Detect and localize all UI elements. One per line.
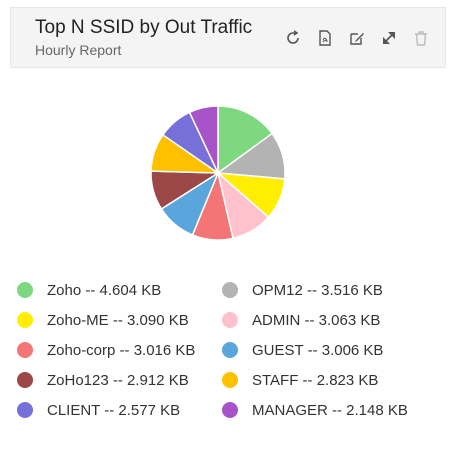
widget-title: Top N SSID by Out Traffic xyxy=(35,17,253,38)
legend-item[interactable]: Zoho-corp -- 3.016 KB xyxy=(17,340,195,360)
legend-item[interactable]: STAFF -- 2.823 KB xyxy=(222,370,378,390)
refresh-icon xyxy=(287,30,299,44)
legend-item[interactable]: ZoHo123 -- 2.912 KB xyxy=(17,370,189,390)
edit-icon xyxy=(350,33,364,45)
legend-item[interactable]: OPM12 -- 3.516 KB xyxy=(222,280,383,300)
widget-header: Top N SSID by Out Traffic Hourly Report xyxy=(10,7,446,68)
legend-swatch xyxy=(17,282,33,298)
legend-swatch xyxy=(17,342,33,358)
legend-label: Zoho -- 4.604 KB xyxy=(47,281,162,299)
delete-icon xyxy=(415,31,427,46)
refresh-button[interactable] xyxy=(283,28,303,48)
legend-label: ZoHo123 -- 2.912 KB xyxy=(47,371,189,389)
legend-swatch xyxy=(222,312,238,328)
legend-label: Zoho-corp -- 3.016 KB xyxy=(47,341,196,359)
legend-item[interactable]: GUEST -- 3.006 KB xyxy=(222,340,383,360)
legend-swatch xyxy=(222,342,238,358)
legend-label: Zoho-ME -- 3.090 KB xyxy=(47,311,189,329)
legend-item[interactable]: Zoho-ME -- 3.090 KB xyxy=(17,310,189,330)
delete-button[interactable] xyxy=(411,28,431,48)
legend-swatch xyxy=(222,372,238,388)
collapse-icon xyxy=(383,32,395,44)
legend-item[interactable]: Zoho -- 4.604 KB xyxy=(17,280,161,300)
edit-button[interactable] xyxy=(347,28,367,48)
legend-label: STAFF -- 2.823 KB xyxy=(252,371,379,389)
legend-label: GUEST -- 3.006 KB xyxy=(252,341,384,359)
legend-item[interactable]: ADMIN -- 3.063 KB xyxy=(222,310,380,330)
legend-label: CLIENT -- 2.577 KB xyxy=(47,401,181,419)
legend-label: OPM12 -- 3.516 KB xyxy=(252,281,383,299)
legend-swatch xyxy=(17,312,33,328)
legend-swatch xyxy=(17,372,33,388)
pie-slice-manager[interactable] xyxy=(188,105,219,174)
legend-item[interactable]: MANAGER -- 2.148 KB xyxy=(222,400,408,420)
collapse-button[interactable] xyxy=(379,28,399,48)
legend-label: ADMIN -- 3.063 KB xyxy=(252,311,381,329)
pie-slice-zoho[interactable] xyxy=(217,105,274,175)
export-pdf-button[interactable] xyxy=(315,28,335,48)
legend-label: MANAGER -- 2.148 KB xyxy=(252,401,408,419)
pie-chart xyxy=(150,105,286,241)
legend-swatch xyxy=(17,402,33,418)
widget-toolbar xyxy=(283,28,431,48)
legend-item[interactable]: CLIENT -- 2.577 KB xyxy=(17,400,180,420)
widget-subtitle: Hourly Report xyxy=(35,42,122,58)
legend-swatch xyxy=(222,282,238,298)
export-pdf-icon xyxy=(319,30,331,46)
legend-swatch xyxy=(222,402,238,418)
